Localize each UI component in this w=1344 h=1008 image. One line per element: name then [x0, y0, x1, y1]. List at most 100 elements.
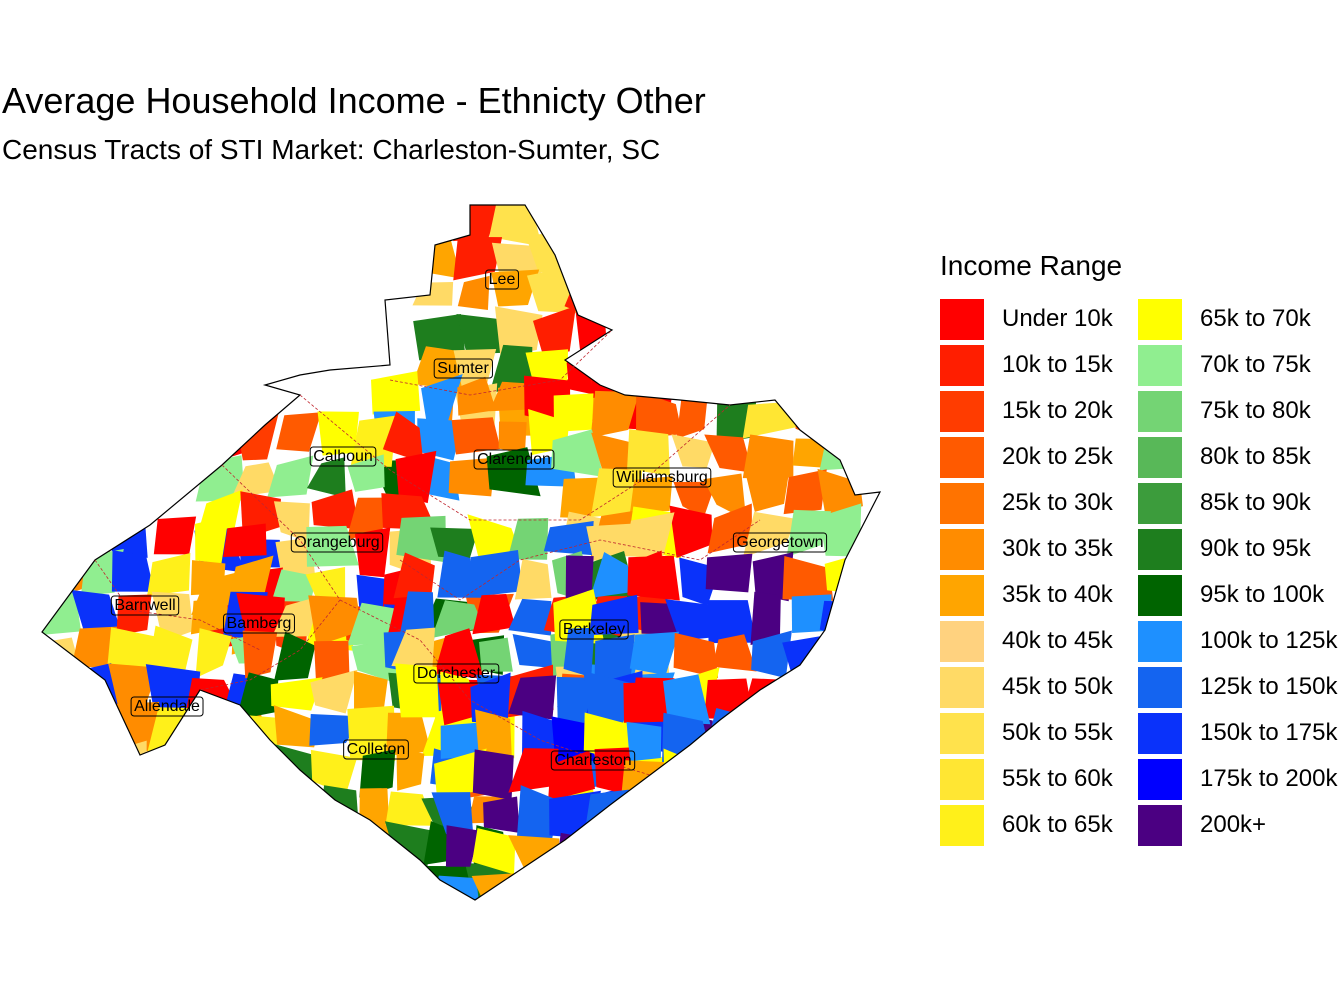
census-tract [612, 205, 647, 243]
legend-swatch [940, 528, 984, 570]
census-tract [791, 361, 832, 405]
legend-label: 50k to 55k [1002, 719, 1113, 746]
svg-text:Georgetown: Georgetown [736, 534, 823, 551]
census-tract [671, 434, 715, 468]
legend-label: 45k to 50k [1002, 673, 1113, 700]
legend-label: 90k to 95k [1200, 535, 1311, 562]
census-tract [237, 412, 279, 461]
census-tract [111, 550, 155, 592]
census-tract [145, 664, 201, 712]
census-tract [489, 381, 536, 412]
legend-item: 30k to 35k [940, 526, 1138, 572]
legend-item: 70k to 75k [1138, 342, 1336, 388]
market-outline [41, 204, 882, 901]
county-label: Sumter [433, 358, 493, 379]
census-tract [743, 678, 796, 710]
census-tract [276, 412, 322, 452]
census-tract [83, 526, 111, 553]
census-tract [157, 749, 194, 785]
legend-label: 95k to 100k [1200, 581, 1325, 608]
legend-swatch [1138, 436, 1182, 478]
census-tract [417, 418, 464, 461]
census-tract [311, 489, 360, 530]
svg-text:Clarendon: Clarendon [477, 451, 551, 468]
census-tract [231, 462, 281, 498]
legend-label: 55k to 60k [1002, 765, 1113, 792]
census-tract [395, 450, 437, 504]
svg-text:Calhoun: Calhoun [313, 448, 373, 465]
legend-label: 60k to 65k [1002, 811, 1113, 838]
census-tract [750, 591, 781, 645]
census-tract [629, 631, 680, 676]
legend-swatch [1138, 712, 1182, 754]
census-tract [359, 749, 396, 798]
census-tract [431, 792, 474, 837]
census-tract [308, 595, 362, 646]
census-tract [190, 597, 230, 635]
census-tract [819, 600, 869, 640]
census-tract [483, 796, 520, 833]
census-tract [479, 637, 513, 672]
census-tract [508, 675, 557, 720]
county-label: Lee [485, 269, 519, 290]
census-tract [514, 559, 552, 600]
legend-label: 40k to 45k [1002, 627, 1113, 654]
legend-swatch [940, 344, 984, 386]
census-tract [590, 468, 643, 518]
legend-item: 85k to 90k [1138, 480, 1336, 526]
census-tract [273, 705, 321, 748]
census-tract [856, 591, 880, 640]
census-tract [741, 751, 797, 796]
census-tract [348, 866, 401, 900]
legend-swatch [940, 804, 984, 846]
choropleth-map: Lee Sumter Calhoun Clarendon Williamsburg Ora… [41, 204, 882, 901]
census-tract [273, 501, 310, 542]
census-tract [673, 481, 717, 518]
census-tract [457, 275, 490, 311]
census-tract [234, 857, 287, 900]
legend-item: 95k to 100k [1138, 572, 1336, 618]
svg-text:Orangeburg: Orangeburg [294, 534, 379, 551]
legend-swatch [1138, 574, 1182, 616]
census-tract [857, 703, 880, 753]
census-tract [590, 390, 640, 438]
census-tract [242, 630, 278, 679]
census-tract [350, 415, 397, 467]
svg-text:Dorchester: Dorchester [417, 665, 496, 682]
census-tract [860, 674, 880, 706]
census-tract [825, 391, 870, 442]
census-tract [575, 308, 607, 353]
census-tract [236, 672, 279, 720]
census-tract [448, 457, 496, 497]
census-tract [508, 835, 560, 871]
census-tract [195, 628, 232, 679]
legend-swatch [940, 390, 984, 432]
census-tract [190, 560, 226, 596]
legend-label: 25k to 30k [1002, 489, 1113, 516]
legend-item: 175k to 200k [1138, 756, 1337, 802]
legend-label: 100k to 125k [1200, 627, 1338, 654]
census-tract [498, 421, 527, 456]
census-tract [471, 872, 523, 900]
census-tract [862, 785, 880, 832]
legend-label: 35k to 40k [1002, 581, 1113, 608]
census-tract [566, 351, 593, 395]
county-label: Allendale [130, 696, 204, 717]
legend-swatch [940, 620, 984, 662]
census-tract [437, 550, 484, 598]
census-tract [383, 868, 435, 900]
census-tract [545, 861, 596, 900]
census-tract [586, 789, 630, 840]
census-tract [71, 589, 124, 638]
census-tract [431, 875, 481, 900]
census-tract [472, 828, 516, 875]
census-tract [824, 552, 869, 596]
county-label: Charleston [550, 750, 636, 771]
census-tract [626, 721, 662, 762]
census-tract [631, 793, 666, 826]
census-tract [784, 706, 828, 755]
census-tract [42, 710, 83, 753]
census-tract [663, 748, 711, 799]
legend-item: 200k+ [1138, 802, 1336, 848]
county-label: Bamberg [223, 613, 295, 634]
